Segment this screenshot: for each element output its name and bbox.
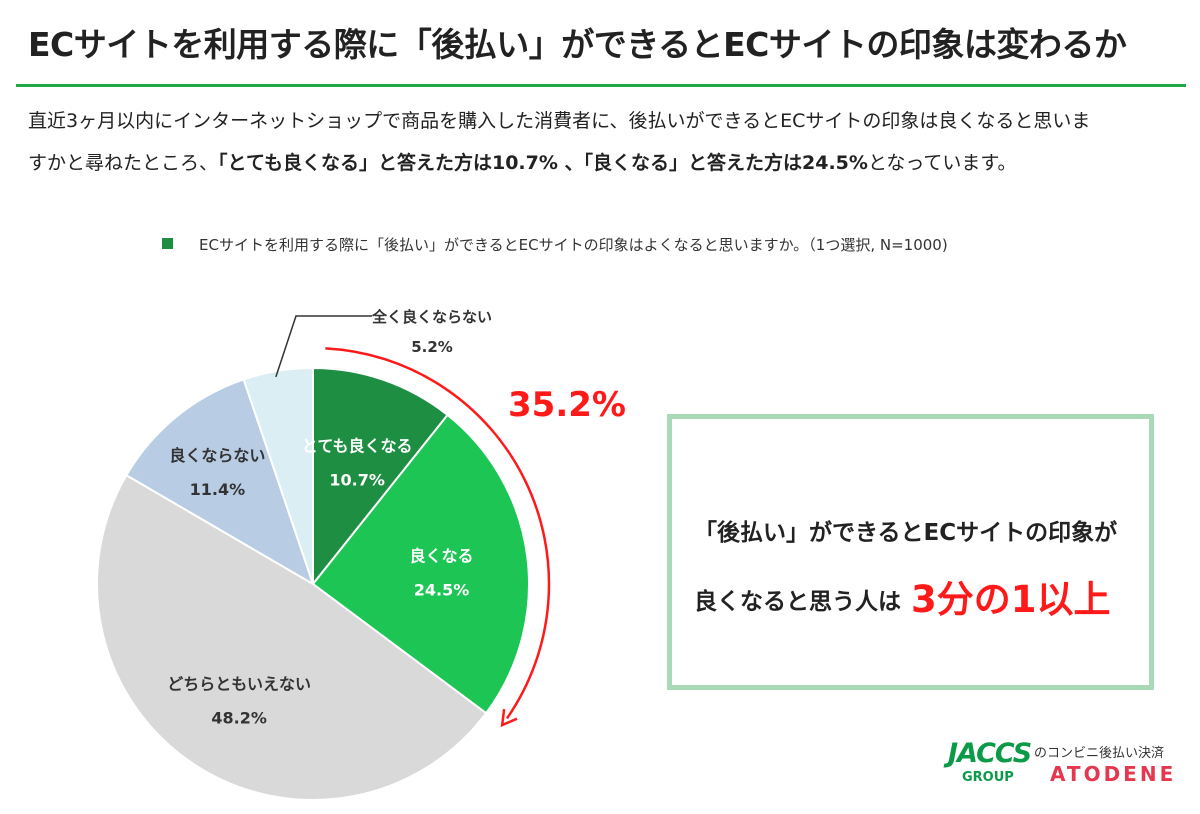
chart-legend: ECサイトを利用する際に「後払い」ができるとECサイトの印象はよくなると思います…	[162, 234, 948, 255]
page-title: ECサイトを利用する際に「後払い」ができるとECサイトの印象は変わるか	[28, 25, 1127, 64]
callout-line-2-text: 良くなると思う人は	[694, 589, 901, 615]
pie-slice-1	[312, 366, 449, 587]
description-line-2: すかと尋ねたところ、「とても良くなる」と答えた方は10.7% 、「良くなる」と答…	[28, 142, 1178, 184]
description-suffix: となっています。	[867, 152, 1017, 174]
slice-label-1: とても良くなる	[302, 437, 413, 456]
pie-slice-4	[125, 378, 315, 587]
legend-label: ECサイトを利用する際に「後払い」ができるとECサイトの印象はよくなると思います…	[199, 236, 948, 254]
slice-value-2: 24.5%	[414, 580, 470, 599]
slice-label-5: 全く良くならない	[371, 308, 492, 326]
callout-line-2: 良くなると思う人は 3分の1以上	[694, 569, 1111, 623]
slice-value-4: 11.4%	[190, 480, 246, 499]
pie-slice-2	[311, 413, 530, 715]
slice-label-3: どちらともいえない	[167, 675, 311, 694]
pie-slice-3	[96, 473, 488, 801]
jaccs-logo: JACCS	[948, 738, 1032, 769]
description: 直近3ヶ月以内にインターネットショップで商品を購入した消費者に、後払いができると…	[28, 100, 1178, 184]
legend-swatch	[162, 238, 173, 249]
description-line-1: 直近3ヶ月以内にインターネットショップで商品を購入した消費者に、後払いができると…	[28, 110, 1091, 132]
atodene-logo: ATODENE	[1050, 762, 1177, 786]
slice-label-4: 良くならない	[169, 446, 265, 465]
slice-value-1: 10.7%	[329, 471, 385, 490]
description-highlight: 「とても良くなる」と答えた方は10.7% 、「良くなる」と答えた方は24.5%	[218, 152, 868, 174]
callout-box: 「後払い」ができるとECサイトの印象が 良くなると思う人は 3分の1以上	[667, 414, 1154, 690]
leader-line	[275, 315, 372, 378]
annotation-arc	[325, 347, 551, 720]
title-divider	[16, 84, 1186, 87]
logo-subtitle: のコンビニ後払い決済	[1034, 746, 1165, 761]
annotation-arrowhead	[500, 708, 518, 728]
callout-highlight: 3分の1以上	[911, 578, 1111, 621]
slice-value-3: 48.2%	[211, 709, 267, 728]
annotation-total: 35.2%	[508, 385, 626, 425]
description-prefix: すかと尋ねたところ、	[28, 152, 219, 174]
callout-line-1: 「後払い」ができるとECサイトの印象が	[694, 520, 1118, 546]
jaccs-group-text: GROUP	[962, 770, 1014, 785]
slice-label-2: 良くなる	[410, 546, 474, 565]
slice-value-5: 5.2%	[411, 338, 453, 356]
